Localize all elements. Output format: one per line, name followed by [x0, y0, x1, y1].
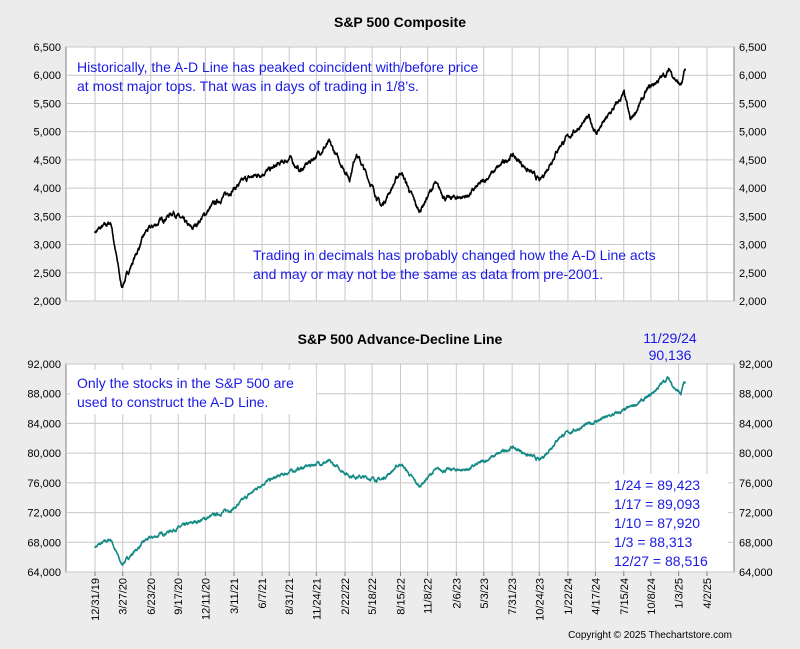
x-tick-label: 11/8/22: [423, 578, 435, 614]
top-y-tick-label-right: 6,500: [739, 42, 767, 54]
bottom-y-tick-label-right: 76,000: [739, 478, 773, 490]
bottom-chart-title: S&P 500 Advance-Decline Line: [298, 331, 503, 347]
bottom-y-tick-label-right: 80,000: [739, 448, 773, 460]
copyright-text: Copyright © 2025 Thechartstore.com: [568, 630, 732, 641]
bottom-annotation-1: Only the stocks in the S&P 500 are: [77, 375, 294, 391]
top-y-tick-label-left: 5,500: [33, 98, 61, 110]
bottom-annotation-2: used to construct the A-D Line.: [77, 394, 268, 410]
x-tick-label: 2/22/22: [340, 578, 352, 615]
weekly-value-label: 12/27 = 88,516: [614, 553, 708, 569]
bottom-y-tick-label-left: 88,000: [27, 389, 61, 401]
weekly-values-box: [610, 474, 728, 570]
top-annotation-4: and may or may not be the same as data f…: [253, 266, 603, 282]
x-tick-label: 2/6/23: [451, 578, 463, 609]
advance-decline-line: [94, 376, 686, 566]
x-tick-label: 9/17/20: [173, 578, 185, 615]
x-tick-label: 7/31/23: [507, 578, 519, 615]
top-y-tick-label-left: 2,000: [33, 296, 61, 308]
weekly-value-label: 1/17 = 89,093: [614, 496, 700, 512]
x-tick-label: 8/15/22: [396, 578, 408, 615]
top-y-tick-label-right: 5,500: [739, 98, 767, 110]
top-y-tick-label-right: 2,500: [739, 268, 767, 280]
top-y-tick-label-left: 4,000: [33, 183, 61, 195]
x-tick-label: 4/2/25: [702, 578, 714, 609]
top-y-tick-label-right: 4,000: [739, 183, 767, 195]
x-tick-label: 12/11/20: [200, 578, 212, 620]
top-y-tick-label-left: 3,500: [33, 211, 61, 223]
bottom-y-tick-label-left: 72,000: [27, 508, 61, 520]
bottom-y-tick-label-left: 76,000: [27, 478, 61, 490]
x-tick-label: 7/15/24: [619, 578, 631, 615]
x-tick-label: 5/3/23: [479, 578, 491, 609]
weekly-value-label: 1/10 = 87,920: [614, 515, 700, 531]
peak-date-label: 11/29/24: [643, 330, 697, 346]
bottom-y-axis: 64,000 64,000 68,000 68,000 72,000 72,000 76,0…: [27, 359, 772, 579]
top-y-tick-label-right: 4,500: [739, 155, 767, 167]
bottom-y-tick-label-right: 84,000: [739, 418, 773, 430]
bottom-y-tick-label-left: 68,000: [27, 537, 61, 549]
top-y-tick-label-right: 6,000: [739, 70, 767, 82]
top-y-tick-label-right: 2,000: [739, 296, 767, 308]
bottom-y-tick-label-left: 92,000: [27, 359, 61, 371]
top-gridlines: [66, 46, 734, 302]
bottom-y-tick-label-left: 80,000: [27, 448, 61, 460]
top-y-tick-label-left: 3,000: [33, 240, 61, 252]
top-annotation-1: Historically, the A-D Line has peaked co…: [77, 59, 478, 75]
weekly-value-label: 1/3 = 88,313: [614, 534, 692, 550]
bottom-y-tick-label-left: 64,000: [27, 567, 61, 579]
bottom-y-tick-label-left: 84,000: [27, 418, 61, 430]
x-tick-label: 1/3/25: [674, 578, 686, 609]
top-annotation-3: Trading in decimals has probably changed…: [253, 247, 656, 263]
bottom-y-tick-label-right: 72,000: [739, 508, 773, 520]
x-tick-label: 3/27/20: [118, 578, 130, 615]
bottom-y-tick-label-right: 64,000: [739, 567, 773, 579]
bottom-x-axis: 12/31/19 3/27/20 6/23/20 9/17/20 12/11/20 3/1…: [90, 572, 714, 621]
top-y-tick-label-left: 5,000: [33, 127, 61, 139]
top-y-tick-label-left: 2,500: [33, 268, 61, 280]
x-tick-label: 1/22/24: [563, 578, 575, 615]
sp500-price-line: [94, 67, 687, 288]
x-tick-label: 12/31/19: [90, 578, 102, 621]
x-tick-label: 10/24/23: [534, 578, 546, 621]
top-y-tick-label-right: 3,000: [739, 240, 767, 252]
x-tick-label: 11/24/21: [311, 578, 323, 620]
x-tick-label: 6/23/20: [146, 578, 158, 615]
x-tick-label: 10/8/24: [646, 578, 658, 615]
top-y-tick-label-left: 6,500: [33, 42, 61, 54]
top-y-tick-label-left: 6,000: [33, 70, 61, 82]
top-chart-title: S&P 500 Composite: [334, 14, 466, 30]
weekly-values-list: 1/24 = 89,423 1/17 = 89,093 1/10 = 87,920 1…: [614, 477, 708, 569]
bottom-y-tick-label-right: 92,000: [739, 359, 773, 371]
top-annotation-2: at most major tops. That was in days of …: [77, 78, 419, 94]
x-tick-label: 5/18/22: [367, 578, 379, 615]
top-y-axis: 2,000 2,000 2,500 2,500 3,000 3,000 3,500 3,500…: [33, 42, 766, 308]
top-y-tick-label-right: 5,000: [739, 127, 767, 139]
bottom-annotation-box: [70, 370, 316, 414]
bottom-y-tick-label-right: 88,000: [739, 389, 773, 401]
x-tick-label: 3/11/21: [229, 578, 241, 614]
weekly-value-label: 1/24 = 89,423: [614, 477, 700, 493]
top-y-tick-label-right: 3,500: [739, 211, 767, 223]
peak-value-label: 90,136: [649, 347, 692, 363]
bottom-y-tick-label-right: 68,000: [739, 537, 773, 549]
x-tick-label: 4/17/24: [590, 578, 602, 615]
x-tick-label: 6/7/21: [257, 578, 269, 609]
top-y-tick-label-left: 4,500: [33, 155, 61, 167]
x-tick-label: 8/31/21: [284, 578, 296, 615]
